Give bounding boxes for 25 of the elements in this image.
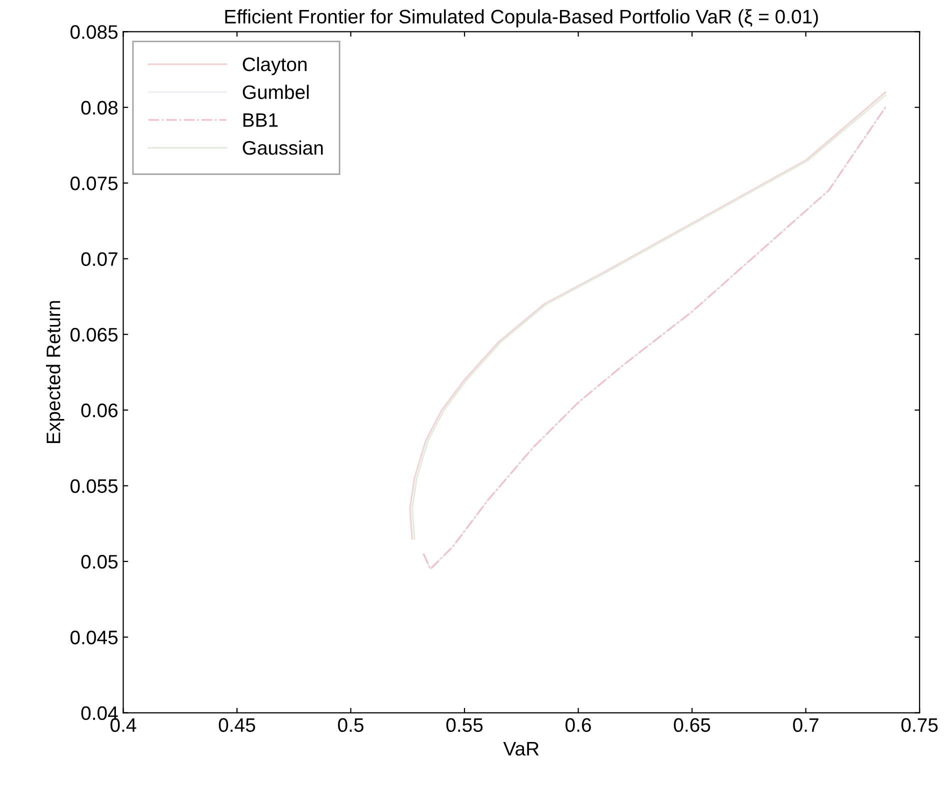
y-tick-label: 0.05: [81, 554, 118, 569]
chart-title: Efficient Frontier for Simulated Copula-Based Portfolio VaR (ξ = 0.01): [225, 9, 818, 28]
y-tick-label: 0.07: [81, 252, 118, 266]
legend-label: Gumbel: [242, 84, 309, 100]
y-axis-title: Expected Return: [46, 301, 64, 444]
y-tick-label: 0.04: [81, 706, 118, 720]
x-tick-label: 0.45: [218, 718, 256, 732]
y-tick-label: 0.055: [70, 479, 118, 493]
x-tick-label: 0.55: [446, 718, 483, 732]
y-tick-label: 0.085: [70, 25, 118, 39]
legend-label: BB1: [243, 113, 278, 127]
y-tick-label: 0.06: [81, 404, 118, 418]
legend-label: Clayton: [242, 56, 307, 76]
x-tick-label: 0.5: [338, 718, 364, 732]
x-tick-label: 0.7: [793, 718, 818, 732]
legend-label: Gaussian: [242, 140, 323, 155]
x-axis-title: VaR: [503, 742, 539, 756]
y-tick-label: 0.045: [70, 630, 118, 644]
x-tick-label: 0.65: [674, 718, 710, 732]
y-tick-label: 0.075: [70, 176, 118, 190]
x-tick-label: 0.75: [901, 718, 938, 732]
y-tick-label: 0.08: [81, 100, 118, 115]
y-tick-label: 0.065: [70, 328, 118, 342]
x-tick-label: 0.6: [566, 718, 591, 732]
x-tick-label: 0.4: [110, 718, 136, 732]
